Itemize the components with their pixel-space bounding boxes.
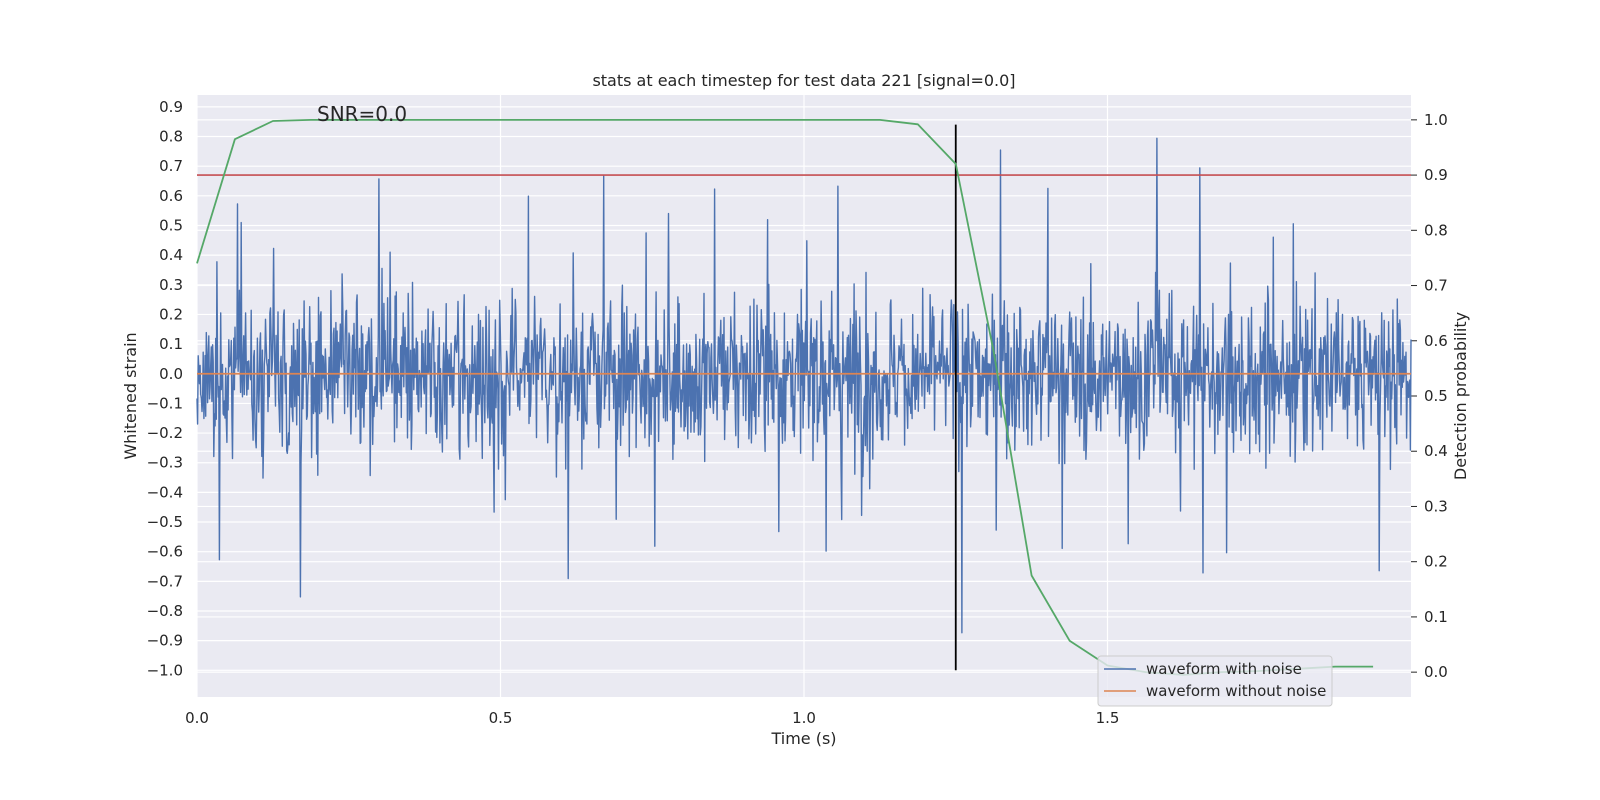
x-tick-label: 1.5 (1096, 709, 1120, 727)
legend: waveform with noise waveform without noi… (1097, 655, 1333, 707)
legend-label-waveform-with-noise: waveform with noise (1146, 660, 1302, 678)
y2-tick-label: 0.1 (1424, 608, 1448, 626)
y-tick-label: 0.4 (159, 246, 183, 264)
y-tick-label: 0.2 (159, 305, 183, 323)
legend-box (1097, 655, 1333, 707)
y-tick-label: 0.6 (159, 187, 183, 205)
y-tick-label: 0.0 (159, 365, 183, 383)
y-tick-label: −0.9 (147, 632, 183, 650)
y-tick-label: −0.4 (147, 483, 183, 501)
snr-annotation: SNR=0.0 (317, 102, 407, 126)
x-tick-label: 0.0 (185, 709, 209, 727)
y2-tick-label: 0.4 (1424, 442, 1448, 460)
y2-tick-label: 0.0 (1424, 663, 1448, 681)
y2-tick-label: 0.2 (1424, 553, 1448, 571)
waveform-with-noise-line (196, 137, 1412, 634)
y-tick-label: 0.1 (159, 335, 183, 353)
chart-title: stats at each timestep for test data 221… (592, 71, 1015, 90)
y2-tick-label: 0.7 (1424, 277, 1448, 295)
y2-axis-label: Detection probability (1451, 312, 1470, 480)
y-tick-label: −0.2 (147, 424, 183, 442)
y-tick-label: −0.7 (147, 572, 183, 590)
y-tick-label: −1.0 (147, 661, 183, 679)
x-tick-label: 0.5 (489, 709, 513, 727)
y-tick-label: −0.3 (147, 454, 183, 472)
x-tick-label: 1.0 (792, 709, 816, 727)
y2-tick-label: 0.3 (1424, 497, 1448, 515)
y-tick-label: −0.8 (147, 602, 183, 620)
y-tick-label: 0.3 (159, 276, 183, 294)
y2-tick-label: 0.8 (1424, 221, 1448, 239)
y-tick-label: 0.7 (159, 157, 183, 175)
y-tick-label: 0.5 (159, 216, 183, 234)
series-waveform-with-noise (196, 137, 1412, 634)
y2-tick-label: 0.5 (1424, 387, 1448, 405)
y-tick-label: −0.1 (147, 394, 183, 412)
y-axis-label: Whitened strain (121, 332, 140, 459)
legend-label-waveform-without-noise: waveform without noise (1146, 682, 1326, 700)
y-tick-label: 0.8 (159, 128, 183, 146)
y2-tick-label: 0.6 (1424, 332, 1448, 350)
y2-tick-label: 1.0 (1424, 111, 1448, 129)
y-tick-label: 0.9 (159, 98, 183, 116)
x-axis-label: Time (s) (770, 729, 836, 748)
y-tick-label: −0.6 (147, 543, 183, 561)
tick-labels: 0.0 0.5 1.0 1.5 0.9 0.8 0.7 0.6 0.5 0.4 0.3 0.2 0.1 0… (147, 98, 1448, 727)
y2-tick-label: 0.9 (1424, 166, 1448, 184)
y-tick-label: −0.5 (147, 513, 183, 531)
